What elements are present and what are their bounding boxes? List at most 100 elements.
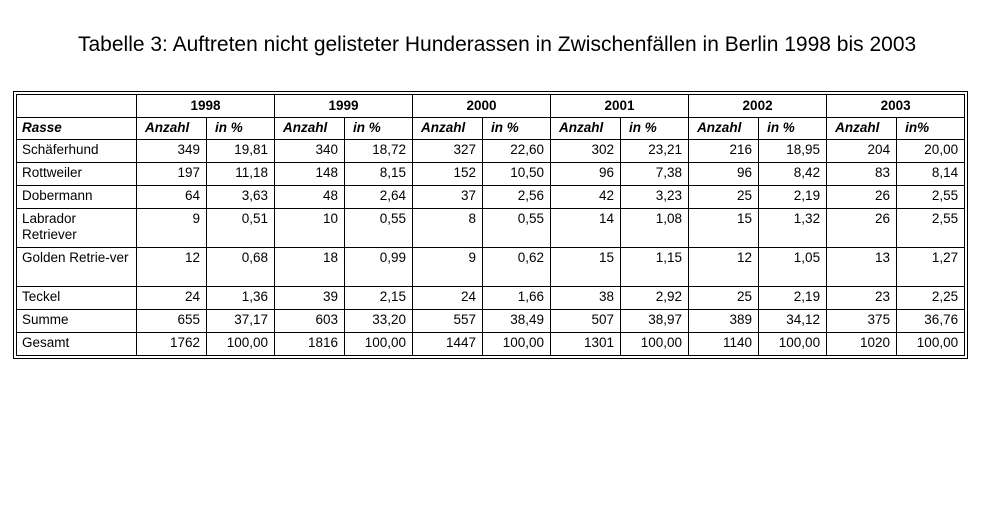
count-cell: 12: [136, 247, 207, 287]
percent-cell: 100,00: [758, 332, 828, 356]
table-title: Tabelle 3: Auftreten nicht gelisteter Hu…: [78, 33, 917, 56]
count-cell: 1762: [136, 332, 207, 356]
year-header-row: 1998 1999 2000 2001 2002 2003: [16, 94, 966, 118]
breed-cell: Labrador Retriever: [16, 208, 137, 248]
table-row: Schäferhund 349 19,81 340 18,72 327 22,60 302 23…: [16, 139, 966, 163]
percent-cell: 19,81: [205, 139, 276, 163]
count-cell: 15: [550, 247, 622, 287]
percent-cell: 100,00: [482, 332, 552, 356]
count-cell: 18: [274, 247, 346, 287]
count-cell: 204: [826, 139, 898, 163]
percent-cell: 37,17: [205, 309, 276, 333]
breed-column-header: Rasse: [16, 117, 137, 140]
count-cell: 1020: [826, 332, 898, 356]
count-cell: 26: [826, 185, 898, 209]
count-cell: 507: [550, 309, 622, 333]
breed-cell: Golden Retrie-ver: [16, 247, 137, 287]
count-cell: 96: [550, 162, 622, 186]
count-cell: 389: [688, 309, 760, 333]
count-cell: 327: [412, 139, 484, 163]
percent-cell: 18,95: [758, 139, 828, 163]
percent-cell: 8,42: [758, 162, 828, 186]
count-cell: 9: [412, 247, 484, 287]
percent-cell: 36,76: [896, 309, 966, 333]
count-cell: 8: [412, 208, 484, 248]
count-cell: 1447: [412, 332, 484, 356]
count-cell: 9: [136, 208, 207, 248]
percent-cell: 20,00: [896, 139, 966, 163]
count-cell: 37: [412, 185, 484, 209]
percent-column-header: in%: [896, 117, 966, 140]
percent-cell: 11,18: [205, 162, 276, 186]
percent-cell: 2,64: [344, 185, 414, 209]
table-row: Dobermann 64 3,63 48 2,64 37 2,56 42 3,23 25 2,19 2…: [16, 185, 966, 209]
count-cell: 152: [412, 162, 484, 186]
year-header: 1998: [135, 94, 276, 118]
count-cell: 349: [136, 139, 207, 163]
table-body: Schäferhund 349 19,81 340 18,72 327 22,60 302 23…: [16, 139, 966, 356]
percent-column-header: in %: [758, 117, 828, 140]
breed-cell: Gesamt: [16, 332, 137, 356]
count-cell: 24: [412, 286, 484, 310]
count-cell: 302: [550, 139, 622, 163]
percent-cell: 2,56: [482, 185, 552, 209]
breed-cell: Rottweiler: [16, 162, 137, 186]
percent-cell: 1,08: [620, 208, 690, 248]
breed-incidents-table: 1998 1999 2000 2001 2002 2003 Rasse Anza…: [16, 94, 966, 356]
percent-cell: 2,55: [896, 208, 966, 248]
percent-cell: 23,21: [620, 139, 690, 163]
year-header: 2002: [688, 94, 828, 118]
count-cell: 1301: [550, 332, 622, 356]
breed-cell: Schäferhund: [16, 139, 137, 163]
percent-cell: 0,62: [482, 247, 552, 287]
percent-cell: 1,36: [205, 286, 276, 310]
percent-cell: 18,72: [344, 139, 414, 163]
count-cell: 83: [826, 162, 898, 186]
count-cell: 24: [136, 286, 207, 310]
count-cell: 25: [688, 185, 760, 209]
percent-cell: 3,23: [620, 185, 690, 209]
year-header: 2000: [412, 94, 552, 118]
count-cell: 39: [274, 286, 346, 310]
column-header-row: Rasse Anzahl in % Anzahl in % Anzahl in …: [16, 117, 966, 140]
percent-cell: 100,00: [896, 332, 966, 356]
count-column-header: Anzahl: [136, 117, 207, 140]
count-cell: 64: [136, 185, 207, 209]
count-cell: 603: [274, 309, 346, 333]
percent-cell: 1,66: [482, 286, 552, 310]
count-column-header: Anzahl: [826, 117, 898, 140]
percent-cell: 1,32: [758, 208, 828, 248]
percent-cell: 7,38: [620, 162, 690, 186]
table-row: Summe 655 37,17 603 33,20 557 38,49 507 38,97 389…: [16, 309, 966, 333]
count-cell: 375: [826, 309, 898, 333]
count-column-header: Anzahl: [688, 117, 760, 140]
count-cell: 96: [688, 162, 760, 186]
count-cell: 14: [550, 208, 622, 248]
percent-cell: 100,00: [344, 332, 414, 356]
table-frame: 1998 1999 2000 2001 2002 2003 Rasse Anza…: [13, 91, 968, 359]
percent-cell: 100,00: [620, 332, 690, 356]
breed-cell: Dobermann: [16, 185, 137, 209]
breed-cell: Summe: [16, 309, 137, 333]
percent-cell: 8,15: [344, 162, 414, 186]
percent-cell: 2,55: [896, 185, 966, 209]
count-cell: 216: [688, 139, 760, 163]
year-header: 2001: [550, 94, 690, 118]
percent-cell: 38,97: [620, 309, 690, 333]
percent-cell: 0,68: [205, 247, 276, 287]
percent-cell: 2,92: [620, 286, 690, 310]
percent-cell: 0,55: [482, 208, 552, 248]
table-row: Labrador Retriever 9 0,51 10 0,55 8 0,55 14 1,08…: [16, 208, 966, 248]
percent-cell: 2,19: [758, 286, 828, 310]
percent-column-header: in %: [620, 117, 690, 140]
percent-column-header: in %: [344, 117, 414, 140]
percent-cell: 2,15: [344, 286, 414, 310]
count-column-header: Anzahl: [550, 117, 622, 140]
percent-cell: 2,25: [896, 286, 966, 310]
count-cell: 13: [826, 247, 898, 287]
percent-cell: 38,49: [482, 309, 552, 333]
percent-cell: 34,12: [758, 309, 828, 333]
count-cell: 148: [274, 162, 346, 186]
percent-column-header: in %: [482, 117, 552, 140]
count-cell: 1816: [274, 332, 346, 356]
